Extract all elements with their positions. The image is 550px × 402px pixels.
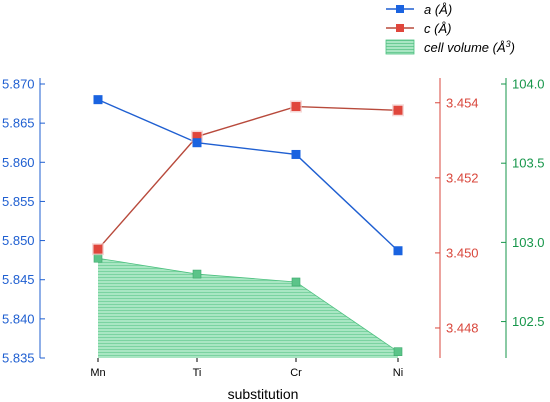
right-volume-tick-label: 102.5	[512, 314, 545, 329]
a-point	[192, 138, 202, 148]
left-tick-label: 5.870	[2, 77, 35, 92]
series-a-line	[97, 99, 399, 252]
a-point	[93, 95, 103, 105]
volume-point	[393, 347, 403, 356]
c-point	[93, 244, 103, 254]
x-tick-label: Ni	[393, 367, 403, 379]
c-point	[291, 102, 301, 112]
right-y-axis-c: 3.448 3.450 3.452 3.454	[435, 78, 479, 358]
left-tick-label: 5.855	[2, 194, 35, 209]
right-volume-tick-label: 103.5	[512, 156, 545, 171]
right-c-tick-label: 3.454	[446, 95, 479, 110]
legend-a-label: a (Å)	[424, 2, 452, 17]
left-tick-label: 5.835	[2, 351, 35, 366]
right-volume-tick-label: 103.0	[512, 235, 545, 250]
left-tick-label: 5.860	[2, 155, 35, 170]
x-axis: Mn Ti Cr Ni	[90, 358, 403, 379]
a-point	[393, 246, 403, 256]
legend-volume-swatch	[385, 39, 415, 55]
legend-a-marker	[396, 5, 404, 13]
volume-area-edge	[97, 257, 399, 352]
left-tick-label: 5.845	[2, 272, 35, 287]
x-tick-label: Cr	[290, 367, 302, 379]
volume-point	[93, 253, 103, 263]
x-tick-label: Ti	[193, 367, 202, 379]
x-tick-label: Mn	[90, 367, 105, 379]
right-c-tick-label: 3.450	[446, 245, 479, 260]
legend: a (Å) c (Å) cell volume (Å3)	[385, 2, 515, 55]
right-volume-tick-label: 104.0	[512, 77, 545, 92]
right-c-tick-label: 3.452	[446, 170, 479, 185]
x-axis-title: substitution	[228, 386, 299, 402]
right-y-axis-volume: 102.5 103.0 103.5 104.0	[501, 77, 545, 358]
left-tick-label: 5.850	[2, 233, 35, 248]
volume-point	[192, 269, 202, 279]
left-tick-label: 5.840	[2, 311, 35, 326]
legend-c-marker	[396, 24, 404, 32]
a-point	[291, 149, 301, 159]
volume-point	[291, 277, 301, 287]
volume-area	[98, 258, 398, 358]
left-tick-label: 5.865	[2, 116, 35, 131]
left-y-axis: 5.835 5.840 5.845 5.850 5.855 5.860 5.865 5.870	[2, 77, 45, 366]
right-c-tick-label: 3.448	[446, 320, 479, 335]
series-c-line	[97, 105, 399, 250]
c-point	[192, 132, 202, 142]
legend-c-label: c (Å)	[424, 21, 451, 36]
c-point	[393, 105, 403, 115]
legend-volume-label: cell volume (Å3)	[424, 39, 515, 55]
